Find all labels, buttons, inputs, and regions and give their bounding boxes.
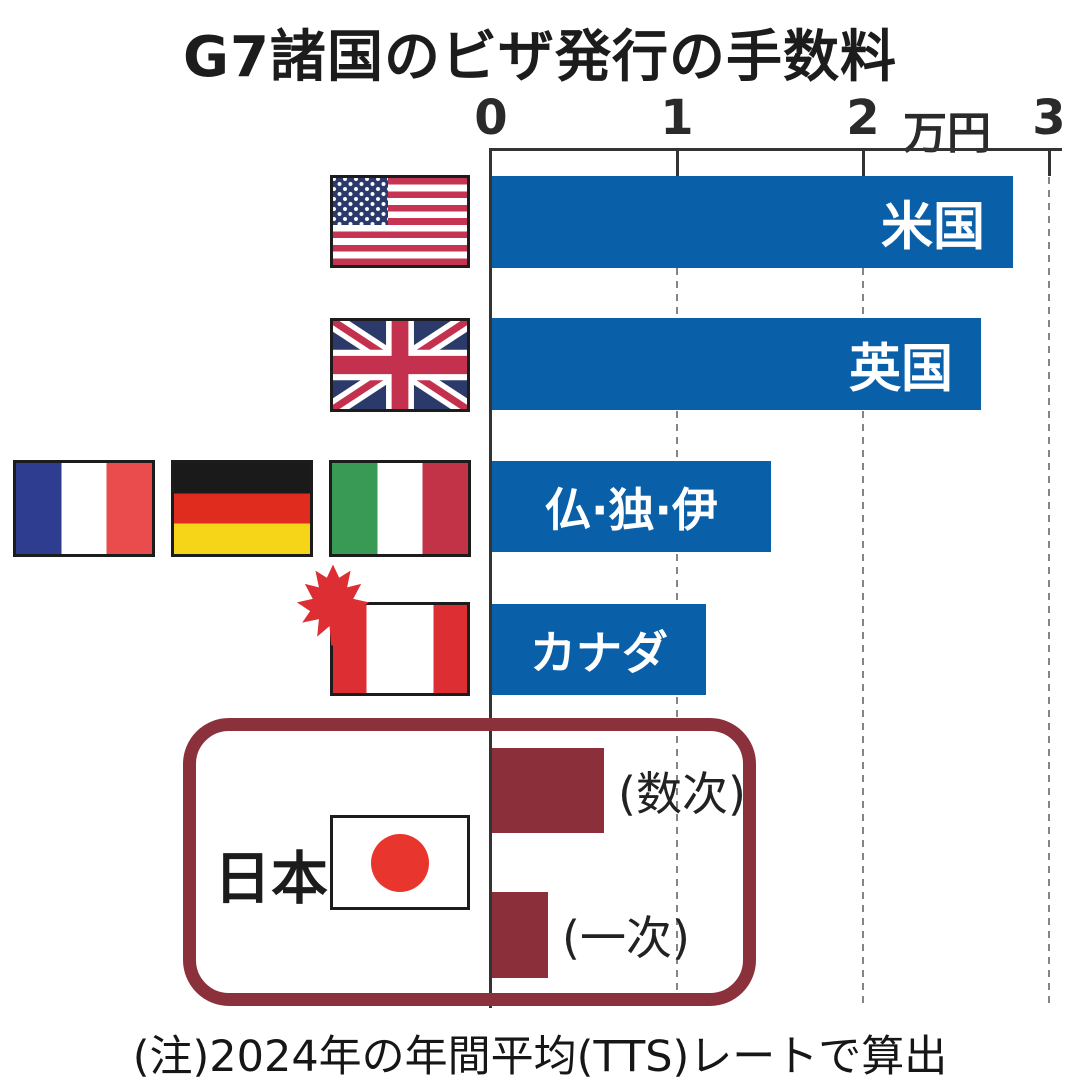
x-axis-line [490, 148, 1062, 151]
x-tick-2: 2 [846, 90, 880, 146]
bar-label-uk: 英国 [848, 339, 953, 400]
canada-flag-icon [296, 564, 470, 696]
bar-label-us: 米国 [880, 197, 985, 258]
bar-fr-de-it: 仏·独·伊 [492, 461, 771, 552]
x-tick-1: 1 [660, 90, 694, 146]
bar-uk: 英国 [492, 318, 981, 410]
us-flag-icon [330, 175, 470, 268]
chart-title: G7諸国のビザ発行の手数料 [183, 25, 897, 90]
tick-mark-3 [1048, 148, 1051, 176]
bar-japan-single: (一次) [492, 892, 690, 978]
gridline-3 [1048, 151, 1050, 1007]
bar-label-canada: カナダ [530, 625, 668, 680]
maple-leaf-icon [296, 564, 370, 646]
bar-japan-multiple: (数次) [492, 748, 746, 833]
tick-mark-1 [676, 148, 679, 176]
uk-flag-icon [330, 318, 470, 412]
japan-flag-sun-disc [371, 833, 429, 892]
x-tick-3: 3 [1032, 90, 1066, 146]
us-flag-canton [333, 178, 388, 225]
tick-mark-2 [862, 148, 865, 176]
gridline-2 [862, 151, 864, 1007]
france-flag-icon [13, 460, 155, 557]
bar-label-fr-de-it: 仏·独·伊 [545, 482, 718, 537]
bar-us: 米国 [492, 176, 1013, 268]
japan-flag-icon [330, 815, 470, 910]
bar-canada: カナダ [492, 604, 706, 695]
gridline-1 [676, 151, 678, 1007]
bar-label-japan-multiple: (数次) [618, 766, 746, 821]
union-jack-graphic [333, 321, 467, 409]
footnote: (注)2024年の年間平均(TTS)レートで算出 [132, 1032, 948, 1080]
bar-label-japan-single: (一次) [562, 911, 690, 965]
japan-label: 日本 [214, 846, 328, 912]
x-tick-0: 0 [474, 90, 508, 146]
italy-flag-icon [329, 460, 471, 557]
axis-unit-label: 万円 [903, 108, 991, 159]
y-axis-line [489, 148, 492, 1008]
germany-flag-icon [171, 460, 313, 557]
